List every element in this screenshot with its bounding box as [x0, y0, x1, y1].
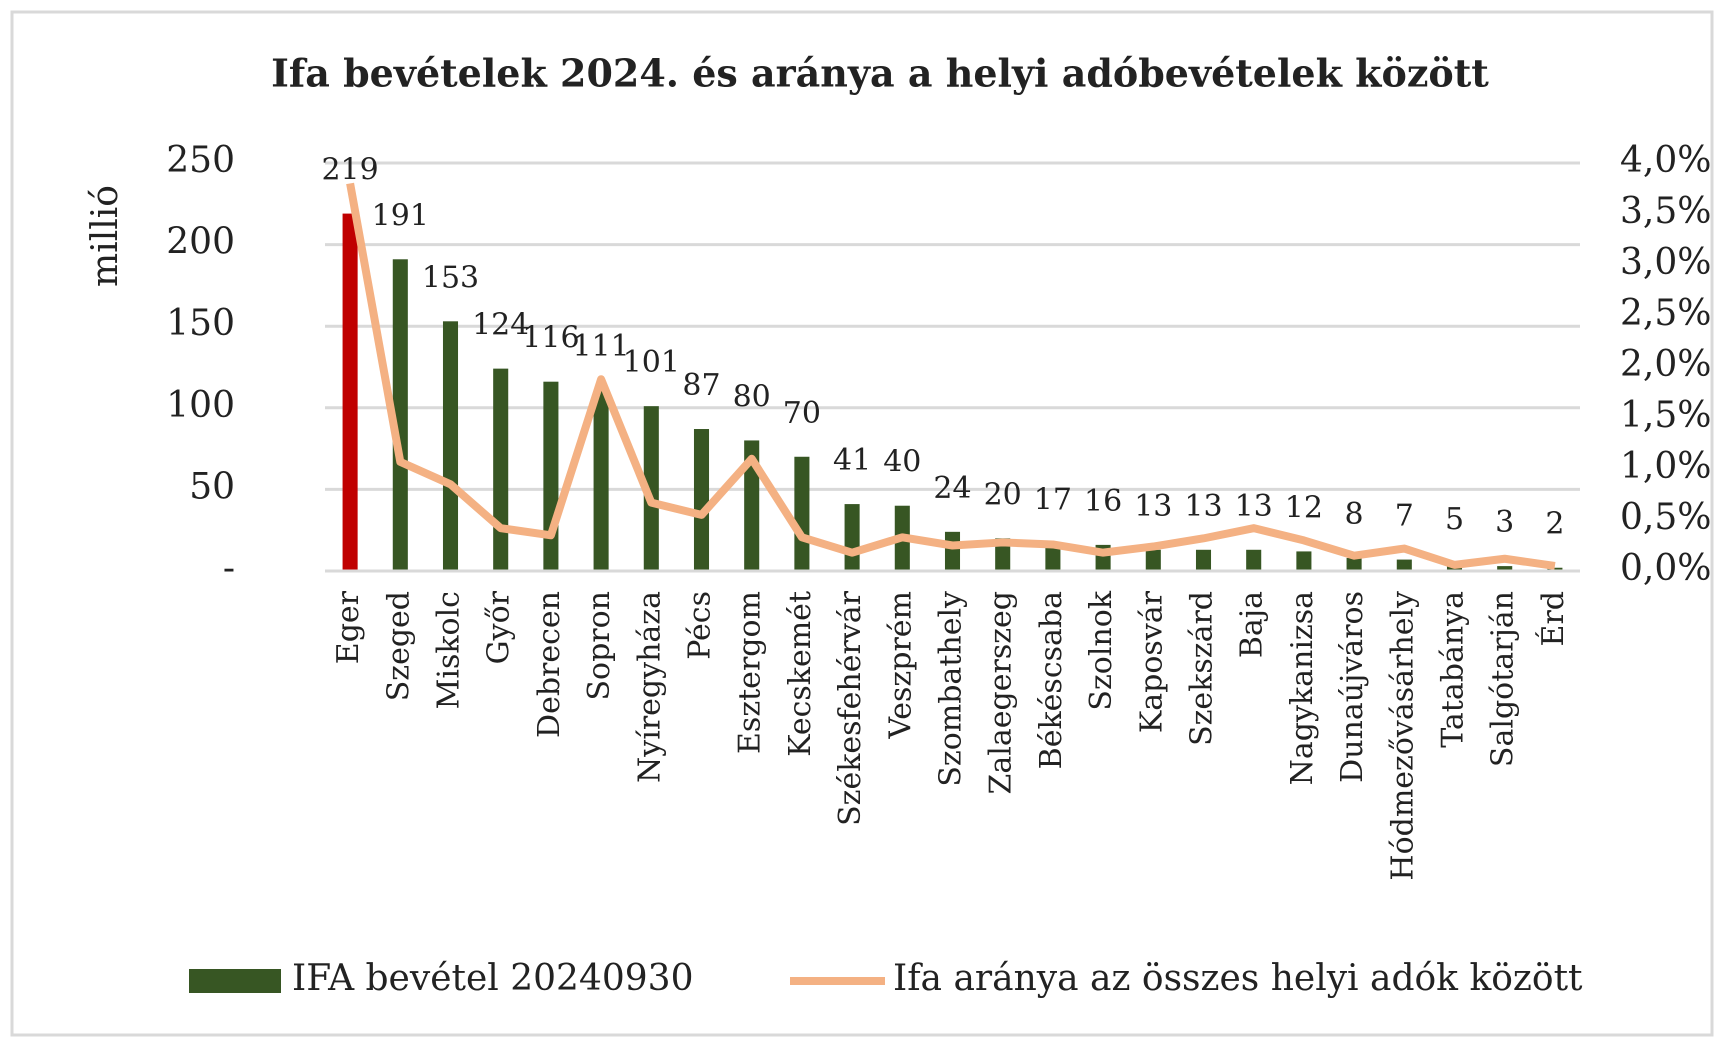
- bar: [1145, 549, 1161, 571]
- x-tick-label: Hódmezővásárhely: [1385, 591, 1420, 881]
- x-tick-label: Miskolc: [432, 591, 467, 709]
- data-label: 124: [472, 308, 529, 343]
- data-label: 101: [623, 345, 680, 380]
- x-tick-label: Szekszárd: [1185, 591, 1220, 746]
- bar: [1045, 543, 1061, 571]
- x-tick-label: Dunaújváros: [1335, 591, 1370, 783]
- bar: [693, 429, 710, 571]
- data-label: 16: [1084, 484, 1122, 519]
- bar: [944, 531, 961, 571]
- bar: [744, 440, 760, 571]
- data-label: 17: [1034, 482, 1072, 517]
- bar: [1396, 559, 1412, 571]
- y2-tick-label: 3,5%: [1620, 191, 1711, 232]
- y2-tick-label: 0,5%: [1620, 497, 1711, 538]
- y2-tick-label: 0,0%: [1620, 548, 1711, 589]
- bar: [493, 368, 509, 571]
- x-tick-label: Győr: [482, 590, 517, 664]
- bar: [543, 381, 559, 571]
- data-label: 191: [372, 198, 429, 233]
- x-tick-label: Debrecen: [532, 591, 567, 738]
- data-label: 153: [422, 260, 479, 295]
- data-label: 87: [682, 368, 720, 403]
- y-tick-label: 200: [166, 222, 235, 263]
- data-label: 3: [1495, 505, 1514, 540]
- bar: [1246, 549, 1262, 571]
- legend-label: IFA bevétel 20240930: [292, 958, 693, 999]
- bar: [392, 259, 408, 571]
- chart-frame: [10, 10, 1714, 1037]
- data-label: 40: [883, 445, 921, 480]
- data-label: 41: [833, 443, 871, 478]
- x-tick-label: Pécs: [683, 591, 718, 660]
- y-tick-label: -: [223, 548, 235, 589]
- y-tick-label: 250: [166, 140, 235, 181]
- data-label: 219: [321, 153, 378, 188]
- data-label: 70: [783, 396, 821, 431]
- x-tick-label: Érd: [1535, 591, 1571, 646]
- data-label: 24: [933, 471, 971, 506]
- data-label: 2: [1545, 507, 1564, 542]
- x-tick-label: Veszprém: [883, 591, 918, 740]
- data-label: 12: [1285, 490, 1323, 525]
- bar: [342, 213, 358, 572]
- line: [346, 182, 1556, 570]
- x-tick-label: Kecskemét: [783, 591, 818, 757]
- x-tick-label: Békéscsaba: [1034, 591, 1069, 769]
- x-tick-label: Szeged: [381, 591, 416, 701]
- legend-swatch: [189, 969, 281, 993]
- x-tick-label: Eger: [331, 590, 366, 664]
- data-label: 13: [1134, 489, 1172, 524]
- bar: [1296, 551, 1312, 571]
- bar: [1547, 567, 1563, 571]
- data-label: 80: [733, 379, 771, 414]
- bar: [442, 321, 459, 571]
- bar: [794, 456, 810, 571]
- x-tick-label: Szombathely: [934, 591, 969, 787]
- data-label: 7: [1395, 499, 1414, 534]
- y2-tick-label: 1,0%: [1620, 446, 1711, 487]
- y-tick-label: 100: [166, 385, 235, 426]
- bar: [1497, 566, 1513, 571]
- x-tick-label: Baja: [1235, 591, 1270, 658]
- legend-label: Ifa aránya az összes helyi adók között: [893, 958, 1583, 999]
- x-tick-label: Székesfehérvár: [833, 590, 868, 826]
- data-label: 13: [1235, 489, 1273, 524]
- bar: [643, 406, 659, 571]
- y2-tick-label: 2,5%: [1620, 293, 1711, 334]
- data-label: 116: [522, 321, 579, 356]
- y-tick-label: 150: [166, 303, 235, 344]
- bar: [844, 504, 860, 571]
- x-tick-label: Esztergom: [733, 591, 768, 754]
- x-tick-label: Tatabánya: [1436, 591, 1471, 748]
- x-tick-label: Zalaegerszeg: [984, 591, 1019, 794]
- chart-title: Ifa bevételek 2024. és aránya a helyi ad…: [271, 51, 1489, 96]
- y-axis-label: millió: [85, 185, 126, 287]
- y2-tick-label: 3,0%: [1620, 242, 1711, 283]
- x-tick-label: Salgótarján: [1486, 591, 1521, 767]
- data-label: 20: [984, 477, 1022, 512]
- data-label: 111: [572, 329, 629, 364]
- x-tick-label: Nyíregyháza: [632, 591, 667, 783]
- data-label: 13: [1184, 489, 1222, 524]
- x-tick-label: Nagykanizsa: [1285, 591, 1320, 785]
- data-label: 8: [1345, 497, 1364, 532]
- y2-tick-label: 4,0%: [1620, 140, 1711, 181]
- x-tick-label: Sopron: [582, 591, 617, 701]
- y-tick-label: 50: [189, 466, 235, 507]
- bar: [1346, 557, 1362, 571]
- bar: [1195, 549, 1212, 571]
- bar: [593, 389, 609, 571]
- data-label: 5: [1445, 502, 1464, 537]
- x-tick-label: Kaposvár: [1134, 590, 1169, 733]
- x-tick-label: Szolnok: [1084, 590, 1119, 710]
- y2-tick-label: 1,5%: [1620, 395, 1711, 436]
- y2-tick-label: 2,0%: [1620, 344, 1711, 385]
